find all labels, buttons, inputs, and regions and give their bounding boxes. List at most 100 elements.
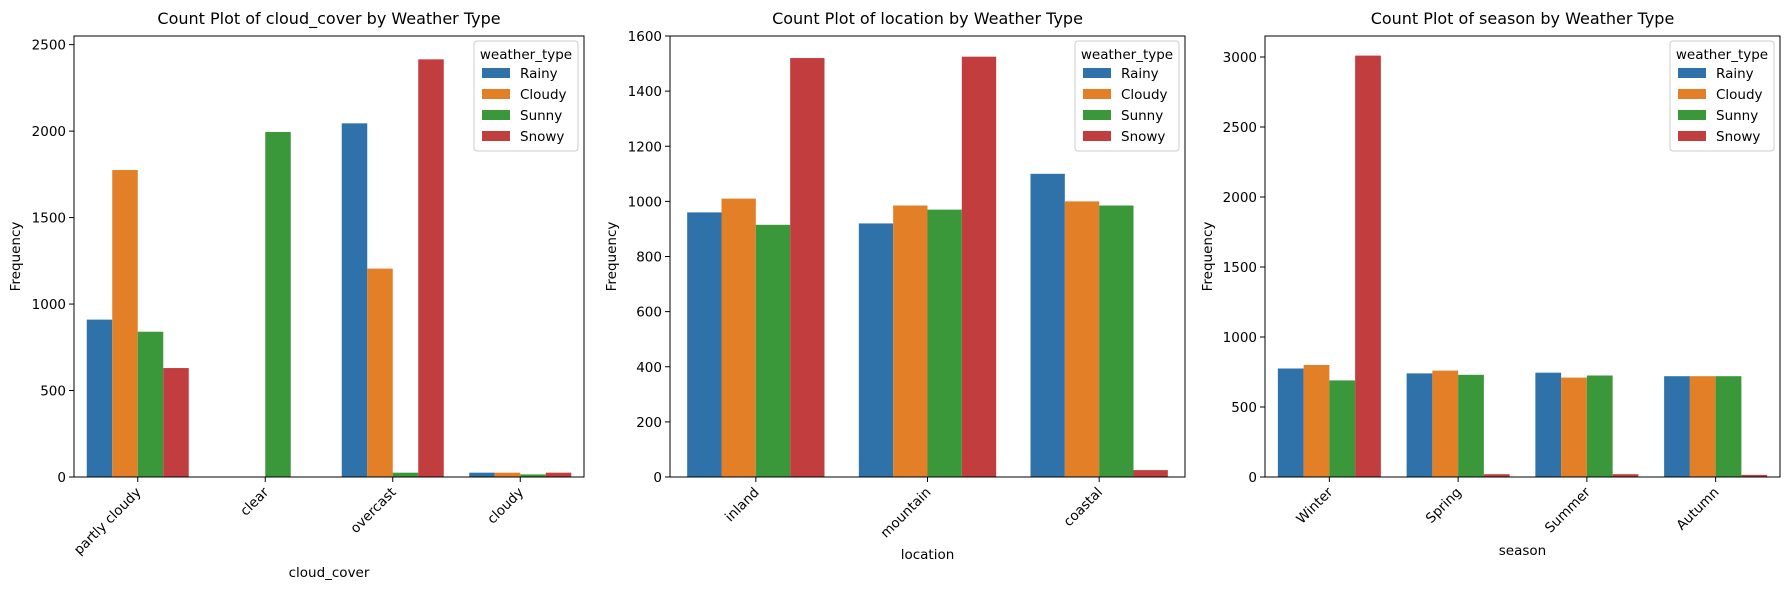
y-tick-label: 500	[1231, 400, 1257, 416]
y-tick-label: 2000	[32, 124, 66, 140]
chart-panel-1: 0 500 1000 1500 2000 2500 partly cloudy clear ov…	[8, 9, 585, 581]
legend-swatch-sunny	[1678, 110, 1706, 120]
legend-swatch-rainy	[1678, 68, 1706, 78]
y-tick-label: 500	[40, 384, 66, 400]
bar-sunny-clear	[265, 131, 291, 477]
bar-cloudy-inland	[721, 198, 756, 477]
x-axis-label: cloud_cover	[289, 565, 370, 581]
x-axis-label: location	[901, 547, 955, 563]
bar-sunny-partly-cloudy	[137, 331, 164, 477]
bar-snowy-summer	[1612, 474, 1639, 477]
y-tick-label: 2500	[1223, 120, 1257, 136]
y-tick-label: 3000	[1223, 50, 1257, 66]
x-tick-label: coastal	[1061, 485, 1106, 530]
bar-snowy-cloudy	[545, 472, 572, 477]
bar-cloudy-cloudy	[494, 472, 521, 477]
y-tick-label: 0	[1248, 470, 1257, 486]
chart-panel-3: 0 500 1000 1500 2000 2500 3000 Winter Spring Summ…	[1200, 9, 1781, 559]
y-tick-label: 1200	[628, 139, 662, 155]
bar-cloudy-spring	[1432, 370, 1459, 477]
legend-swatch-cloudy	[1083, 89, 1111, 99]
legend: weather_type Rainy Cloudy Sunny Snowy	[473, 40, 579, 152]
legend: weather_type Rainy Cloudy Sunny Snowy	[1074, 40, 1180, 152]
bar-sunny-spring	[1458, 374, 1484, 477]
bar-cloudy-winter	[1303, 365, 1330, 477]
bar-rainy-summer	[1535, 372, 1562, 477]
bar-sunny-inland	[755, 224, 791, 477]
bar-rainy-cloudy	[469, 472, 495, 477]
legend-label-sunny: Sunny	[520, 108, 562, 124]
bar-snowy-partly-cloudy	[163, 368, 189, 477]
legend-label-rainy: Rainy	[520, 66, 558, 82]
bar-snowy-mountain	[961, 56, 997, 477]
legend-title: weather_type	[480, 47, 572, 63]
legend-label-snowy: Snowy	[520, 129, 564, 145]
bar-rainy-partly-cloudy	[86, 319, 113, 477]
chart-title: Count Plot of cloud_cover by Weather Typ…	[157, 9, 500, 29]
y-tick-label: 400	[636, 360, 662, 376]
y-axis-label: Frequency	[1200, 222, 1216, 292]
chart-title: Count Plot of location by Weather Type	[772, 9, 1083, 28]
bar-cloudy-summer	[1561, 377, 1587, 477]
x-tick-label: Winter	[1293, 484, 1336, 527]
legend-title: weather_type	[1081, 47, 1173, 63]
y-tick-label: 0	[653, 470, 662, 486]
bar-sunny-coastal	[1099, 205, 1134, 477]
x-tick-label: clear	[237, 484, 272, 519]
bar-snowy-coastal	[1133, 470, 1168, 477]
legend-swatch-sunny	[482, 110, 510, 120]
y-tick-label: 200	[636, 415, 662, 431]
bar-rainy-autumn	[1664, 376, 1690, 477]
legend-label-cloudy: Cloudy	[1121, 87, 1168, 103]
y-tick-label: 1000	[32, 297, 66, 313]
plot-frame	[1264, 35, 1781, 478]
y-tick-label: 600	[636, 305, 662, 321]
y-tick-label: 1600	[628, 29, 662, 45]
bar-cloudy-partly-cloudy	[112, 170, 138, 477]
legend-swatch-cloudy	[482, 89, 510, 99]
y-tick-label: 1400	[628, 84, 662, 100]
y-axis-label: Frequency	[8, 222, 24, 292]
bar-snowy-spring	[1483, 474, 1510, 477]
plot-frame	[73, 35, 585, 478]
legend-label-cloudy: Cloudy	[1716, 87, 1763, 103]
x-tick-label: Spring	[1423, 485, 1465, 527]
x-tick-label: cloudy	[484, 485, 527, 528]
legend-label-sunny: Sunny	[1121, 108, 1163, 124]
y-tick-label: 0	[57, 470, 66, 486]
legend-swatch-sunny	[1083, 110, 1111, 120]
bar-snowy-overcast	[418, 59, 444, 478]
legend-title: weather_type	[1676, 47, 1768, 63]
x-tick-label: Summer	[1542, 484, 1594, 536]
x-tick-label: Autumn	[1673, 485, 1722, 534]
bar-sunny-cloudy	[520, 474, 546, 477]
legend-swatch-snowy	[482, 131, 510, 141]
legend-swatch-snowy	[1083, 131, 1111, 141]
legend-swatch-snowy	[1678, 131, 1706, 141]
y-tick-label: 1000	[1223, 330, 1257, 346]
bar-sunny-summer	[1586, 375, 1613, 477]
bar-rainy-mountain	[858, 223, 894, 477]
y-tick-label: 1500	[1223, 260, 1257, 276]
x-axis-label: season	[1499, 543, 1546, 559]
bar-rainy-overcast	[341, 123, 368, 477]
legend-label-rainy: Rainy	[1121, 66, 1159, 82]
chart-title: Count Plot of season by Weather Type	[1371, 9, 1675, 28]
bar-sunny-autumn	[1715, 376, 1742, 477]
legend-swatch-cloudy	[1678, 89, 1706, 99]
chart-panel-2: 0 200 400 600 800 1000 1200 1400 1600 inland mount…	[604, 9, 1186, 563]
x-tick-label: inland	[722, 485, 763, 526]
bar-rainy-coastal	[1030, 173, 1065, 477]
legend-label-snowy: Snowy	[1716, 129, 1760, 145]
bar-cloudy-mountain	[893, 205, 928, 477]
bar-sunny-winter	[1329, 380, 1356, 477]
bar-sunny-mountain	[927, 209, 962, 478]
bar-rainy-spring	[1406, 373, 1433, 477]
bar-snowy-inland	[790, 58, 825, 478]
y-tick-label: 2500	[32, 38, 66, 54]
legend-label-cloudy: Cloudy	[520, 87, 567, 103]
legend-swatch-rainy	[1083, 68, 1111, 78]
y-tick-label: 1000	[628, 194, 662, 210]
legend-label-sunny: Sunny	[1716, 108, 1758, 124]
y-tick-label: 800	[636, 250, 662, 266]
